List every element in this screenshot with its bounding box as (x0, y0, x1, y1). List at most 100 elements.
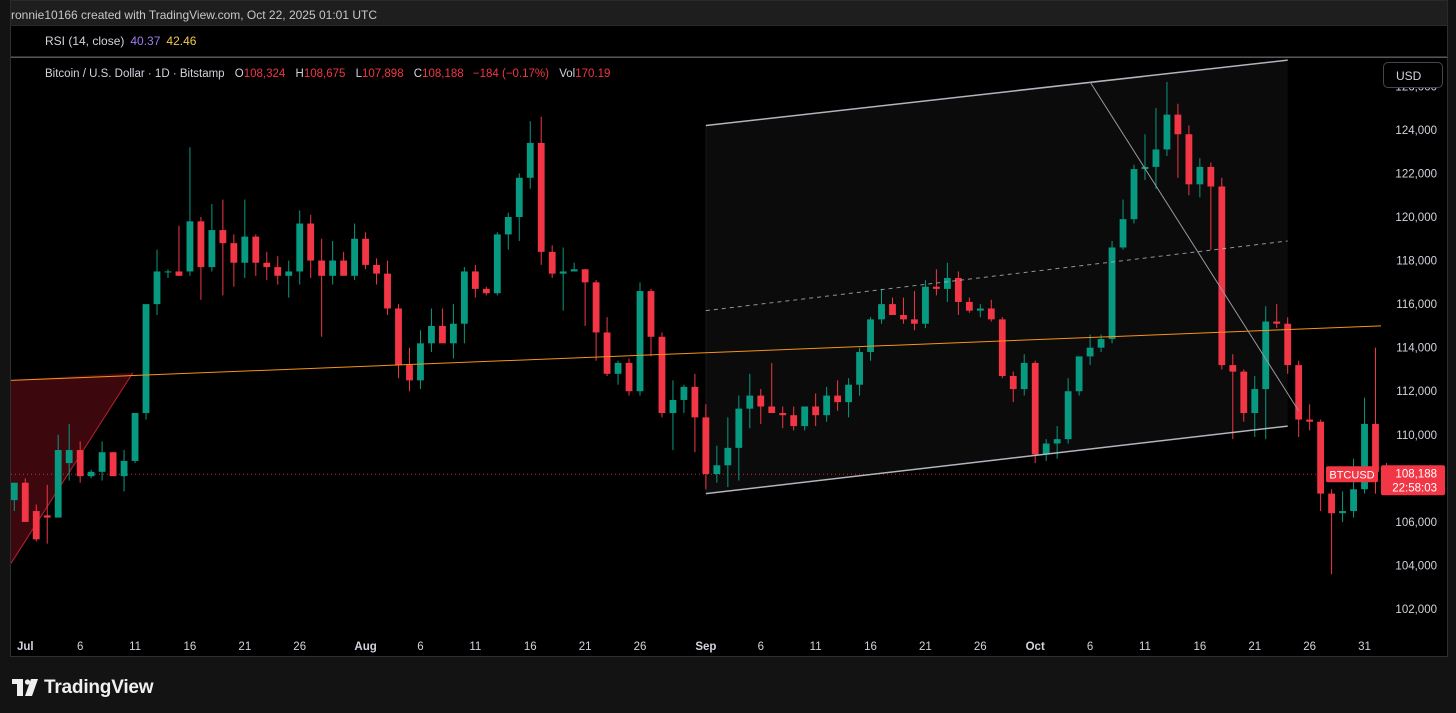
candle-body (812, 406, 820, 416)
candle (417, 330, 424, 390)
candle (801, 406, 809, 431)
candle-body (1031, 362, 1039, 455)
candle-body (713, 465, 721, 475)
candle (471, 264, 479, 298)
candle (1251, 375, 1259, 437)
candle-body (1306, 419, 1314, 422)
candle (1163, 81, 1171, 157)
candle (164, 269, 172, 278)
candle-body (1262, 321, 1270, 390)
candle (922, 280, 929, 329)
candle (32, 504, 40, 542)
candle-body (65, 450, 73, 464)
descending-line (1089, 81, 1300, 412)
candle-body (889, 304, 896, 316)
candle-body (1152, 149, 1160, 167)
candle-body (109, 452, 117, 477)
rsi-pane[interactable]: RSI (14, close) 40.37 42.46 (10, 26, 1448, 57)
y-tick-label: 104,000 (1395, 560, 1437, 572)
candle (933, 269, 940, 296)
tradingview-logo: TradingView (12, 677, 154, 699)
candle-body (373, 264, 380, 274)
candle-body (241, 236, 249, 263)
candle (1064, 378, 1072, 444)
candle-body (1196, 166, 1204, 185)
candle (614, 360, 622, 385)
candle (1328, 489, 1336, 575)
candle-body (658, 336, 666, 414)
footer: TradingView (10, 657, 1448, 713)
rsi-label: RSI (14, close) (45, 34, 125, 48)
candle (120, 450, 128, 492)
candle (241, 199, 249, 278)
candle (1306, 404, 1314, 431)
price-pane[interactable]: 102,000104,000106,000108,000110,000112,0… (10, 57, 1448, 657)
candle-body (823, 395, 831, 416)
candle (197, 216, 205, 300)
candle-body (1328, 493, 1336, 514)
candlestick-chart[interactable]: 102,000104,000106,000108,000110,000112,0… (11, 58, 1447, 656)
candle (570, 262, 578, 272)
high-value: 108,675 (303, 68, 346, 80)
candle (1119, 199, 1127, 250)
candle (856, 347, 863, 396)
candle (482, 286, 490, 296)
candle-body (87, 471, 95, 477)
candle (515, 173, 523, 241)
currency-button[interactable]: USD (1383, 62, 1443, 88)
candle (911, 291, 918, 331)
candle (834, 380, 842, 411)
brand-name: TradingView (44, 677, 154, 698)
candle-body (1119, 219, 1127, 248)
candle-body (636, 291, 644, 392)
candle (296, 210, 304, 285)
candle-body (252, 236, 260, 263)
candle (449, 304, 457, 359)
candle-body (274, 267, 282, 276)
candle (691, 373, 699, 453)
candle-body (1372, 423, 1379, 472)
candle (1207, 162, 1215, 250)
x-tick-label: Sep (695, 641, 716, 653)
channel-mid-line (705, 240, 1288, 312)
candle-body (1361, 423, 1368, 490)
x-tick-label: 21 (238, 641, 251, 653)
candle-body (1097, 338, 1105, 348)
chart-window: ronnie10166 created with TradingView.com… (10, 0, 1448, 713)
tradingview-logo-icon (12, 679, 38, 696)
candle-body (219, 230, 227, 244)
change-value: −184 (−0.17%) (472, 68, 549, 80)
y-tick-label: 106,000 (1395, 517, 1437, 529)
candle-body (965, 301, 973, 311)
candle (1075, 356, 1083, 396)
x-tick-label: Jul (17, 641, 34, 653)
candle-body (702, 417, 710, 475)
candle (1240, 369, 1248, 422)
candle (757, 389, 765, 424)
candle-body (351, 238, 359, 276)
candle (395, 304, 402, 379)
y-tick-label: 110,000 (1396, 430, 1437, 442)
price-tag-countdown: 22:58:03 (1392, 482, 1437, 494)
candle-body (164, 271, 172, 273)
candle-body (296, 223, 304, 272)
candle-body (922, 286, 929, 324)
y-tick-label: 112,000 (1396, 386, 1437, 398)
x-tick-label: 21 (919, 641, 932, 653)
candle (109, 452, 117, 477)
candle-body (680, 386, 688, 400)
candle (1218, 177, 1226, 370)
candle (175, 225, 183, 276)
candle-body (329, 260, 337, 276)
candle (54, 434, 62, 518)
candle-body (526, 142, 534, 178)
candle-body (318, 260, 326, 276)
candle (1295, 360, 1303, 437)
x-tick-label: 6 (77, 641, 83, 653)
candle (965, 297, 973, 313)
candle-body (460, 271, 468, 324)
candle-body (878, 304, 885, 320)
candle (537, 116, 545, 265)
candle (318, 238, 326, 337)
candle-body (856, 352, 863, 385)
